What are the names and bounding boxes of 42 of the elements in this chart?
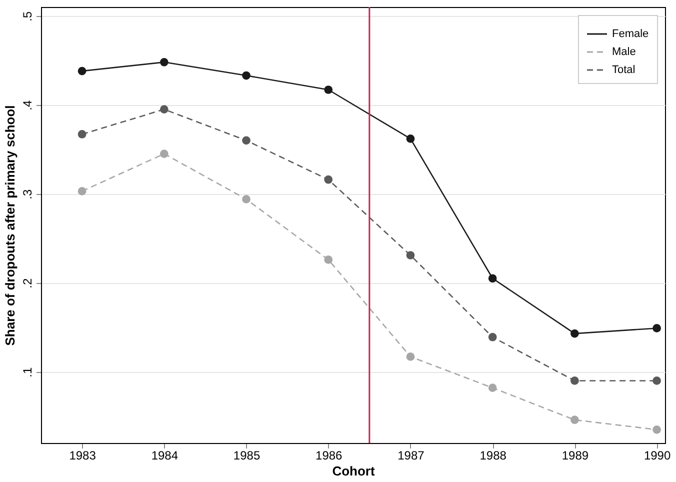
point bbox=[78, 66, 86, 76]
x-tick-label: 1987 bbox=[398, 448, 425, 462]
point bbox=[160, 105, 168, 114]
x-tick-label: 1985 bbox=[233, 448, 260, 462]
point bbox=[324, 256, 333, 264]
legend-label: Female bbox=[612, 28, 649, 40]
point bbox=[652, 324, 661, 332]
legend-label: Total bbox=[612, 64, 636, 76]
point bbox=[488, 274, 497, 283]
x-tick-label: 1984 bbox=[151, 448, 178, 462]
x-tick-label: 1989 bbox=[562, 448, 589, 462]
point bbox=[160, 58, 168, 66]
point bbox=[652, 425, 661, 434]
point bbox=[78, 130, 86, 138]
point bbox=[652, 376, 661, 385]
point bbox=[570, 329, 579, 338]
point bbox=[488, 332, 497, 342]
point bbox=[242, 71, 250, 80]
point bbox=[242, 195, 250, 204]
point bbox=[406, 134, 415, 143]
point bbox=[242, 136, 250, 145]
x-tick-label: 1988 bbox=[480, 448, 507, 462]
y-tick-label: .3 bbox=[20, 189, 34, 200]
point bbox=[324, 175, 333, 184]
point bbox=[160, 150, 168, 158]
point bbox=[324, 86, 333, 94]
y-tick-label: .4 bbox=[20, 100, 34, 110]
point bbox=[570, 416, 579, 424]
y-tick-label: .2 bbox=[20, 278, 34, 288]
x-tick-label: 1983 bbox=[69, 448, 96, 462]
x-axis-title: Cohort bbox=[332, 464, 376, 478]
point bbox=[78, 187, 86, 196]
point bbox=[406, 251, 415, 260]
x-tick-label: 1990 bbox=[644, 448, 671, 462]
point bbox=[570, 376, 579, 385]
x-tick-label: 1986 bbox=[316, 448, 343, 462]
legend-label: Male bbox=[612, 46, 636, 58]
y-axis-title: Share of dropouts after primary school bbox=[2, 105, 18, 346]
point bbox=[488, 384, 497, 392]
y-tick-label: .5 bbox=[20, 11, 34, 22]
y-tick-label: .1 bbox=[20, 366, 34, 378]
point bbox=[406, 352, 415, 361]
